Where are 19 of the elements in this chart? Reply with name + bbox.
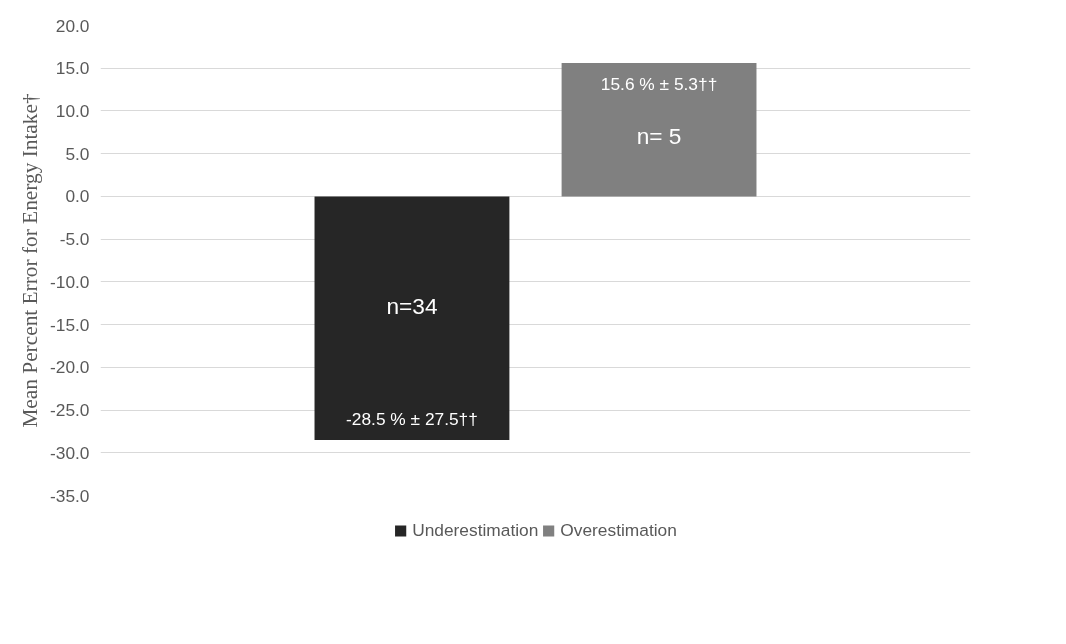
legend-label: Underestimation: [412, 519, 539, 541]
y-tick-label: -10.0: [50, 271, 90, 292]
y-tick-label: 15.0: [55, 58, 90, 79]
y-axis-title: Mean Percent Error for Energy Intake†: [18, 93, 42, 428]
y-tick-label: 20.0: [55, 15, 90, 36]
y-tick-label: 10.0: [55, 100, 90, 121]
data-label: 15.6 % ± 5.3††: [600, 74, 718, 95]
y-tick-label: -35.0: [50, 485, 90, 506]
annotation: n=34: [386, 293, 438, 319]
data-label: -28.5 % ± 27.5††: [346, 408, 478, 429]
y-tick-label: -5.0: [59, 229, 90, 250]
y-tick-label: 5.0: [65, 143, 90, 164]
y-tick-label: 0.0: [65, 186, 90, 207]
annotation: n= 5: [636, 123, 682, 150]
y-tick-label: -15.0: [50, 314, 90, 335]
y-tick-label: -30.0: [50, 442, 90, 463]
legend-label: Overestimation: [560, 519, 677, 541]
y-tick-label: -25.0: [50, 400, 90, 421]
y-tick-label: -20.0: [50, 357, 90, 378]
